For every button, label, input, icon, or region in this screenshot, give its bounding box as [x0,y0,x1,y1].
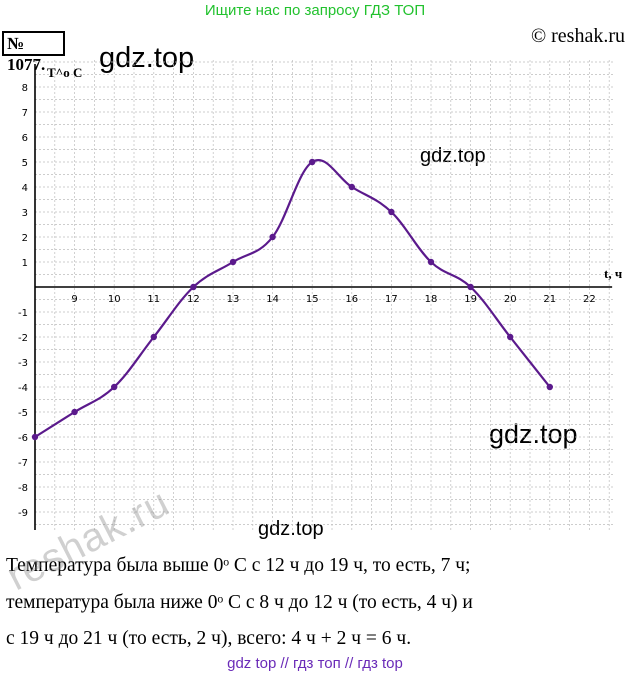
data-point [467,283,474,291]
answer-line-1: Температура была выше 0ᵒ C с 12 ч до 19 … [6,555,471,576]
temperature-chart: 9 10 11 12 13 14 15 16 17 18 19 20 21 2287654321-1-2-… [18,60,622,530]
footer-links[interactable]: gdz top // гдз топ // гдз top [227,655,403,672]
x-tick-label: 22 [583,294,596,305]
data-point [229,258,237,266]
watermark-text: gdz.top [489,419,578,449]
x-tick-label: 11 [147,294,160,305]
y-tick-label: -4 [18,383,28,394]
y-tick-label: -8 [18,483,28,494]
y-tick-label: -7 [18,458,28,469]
x-tick-label: 14 [266,294,279,305]
data-point [269,233,276,241]
y-tick-label: -5 [18,408,28,419]
watermark-text: gdz.top [99,42,195,74]
y-tick-label: -1 [18,308,28,319]
x-tick-label: 13 [227,294,240,305]
x-tick-label: 19 [464,294,477,305]
y-tick-label: 7 [22,108,28,119]
temperature-line [34,159,551,438]
data-point [546,383,553,391]
x-tick-label: 17 [385,294,398,305]
x-tick-label: 20 [504,294,517,305]
answer-line-3: с 19 ч до 21 ч (то есть, 2 ч), всего: 4 … [6,628,412,649]
y-tick-label: 3 [22,208,28,219]
answer-line-2: температура была ниже 0ᵒ C с 8 ч до 12 ч… [6,592,473,613]
x-tick-label: 16 [345,294,358,305]
copyright-text: © reshak.ru [530,25,625,47]
x-axis-label: t, ч [604,266,622,281]
y-tick-label: -2 [18,333,28,344]
task-number: № 1077. [2,31,65,74]
data-point [150,333,157,341]
x-tick-label: 21 [543,294,556,305]
data-point [507,333,514,341]
x-tick-label: 9 [71,294,77,305]
x-tick-label: 15 [306,294,319,305]
x-tick-label: 10 [108,294,121,305]
chart-grid [34,60,614,530]
data-point [309,158,316,166]
y-tick-label: -3 [18,358,28,369]
y-tick-label: 6 [22,133,28,144]
y-tick-label: -9 [18,508,28,519]
chart-data-points [31,158,553,441]
y-tick-label: 8 [22,83,28,94]
y-tick-label: 5 [22,158,28,169]
data-point [348,183,355,191]
chart-tick-labels: 9 10 11 12 13 14 15 16 17 18 19 20 21 2287654321-1-2-… [18,83,596,519]
x-tick-label: 18 [425,294,438,305]
y-tick-label: 4 [22,183,28,194]
data-point [31,433,39,441]
y-axis-label: T^o C [47,65,82,80]
data-point [190,283,197,291]
y-tick-label: 1 [22,258,28,269]
y-tick-label: -6 [18,433,28,444]
data-point [111,383,118,391]
data-point [388,208,395,216]
x-tick-label: 12 [187,294,200,305]
search-banner[interactable]: Ищите нас по запросу ГДЗ ТОП [204,2,426,19]
watermark-text: gdz.top [258,518,324,540]
data-point [71,408,78,416]
data-point [427,258,435,266]
watermark-text: gdz.top [420,145,486,167]
y-tick-label: 2 [22,233,28,244]
chart-axes [34,64,612,530]
